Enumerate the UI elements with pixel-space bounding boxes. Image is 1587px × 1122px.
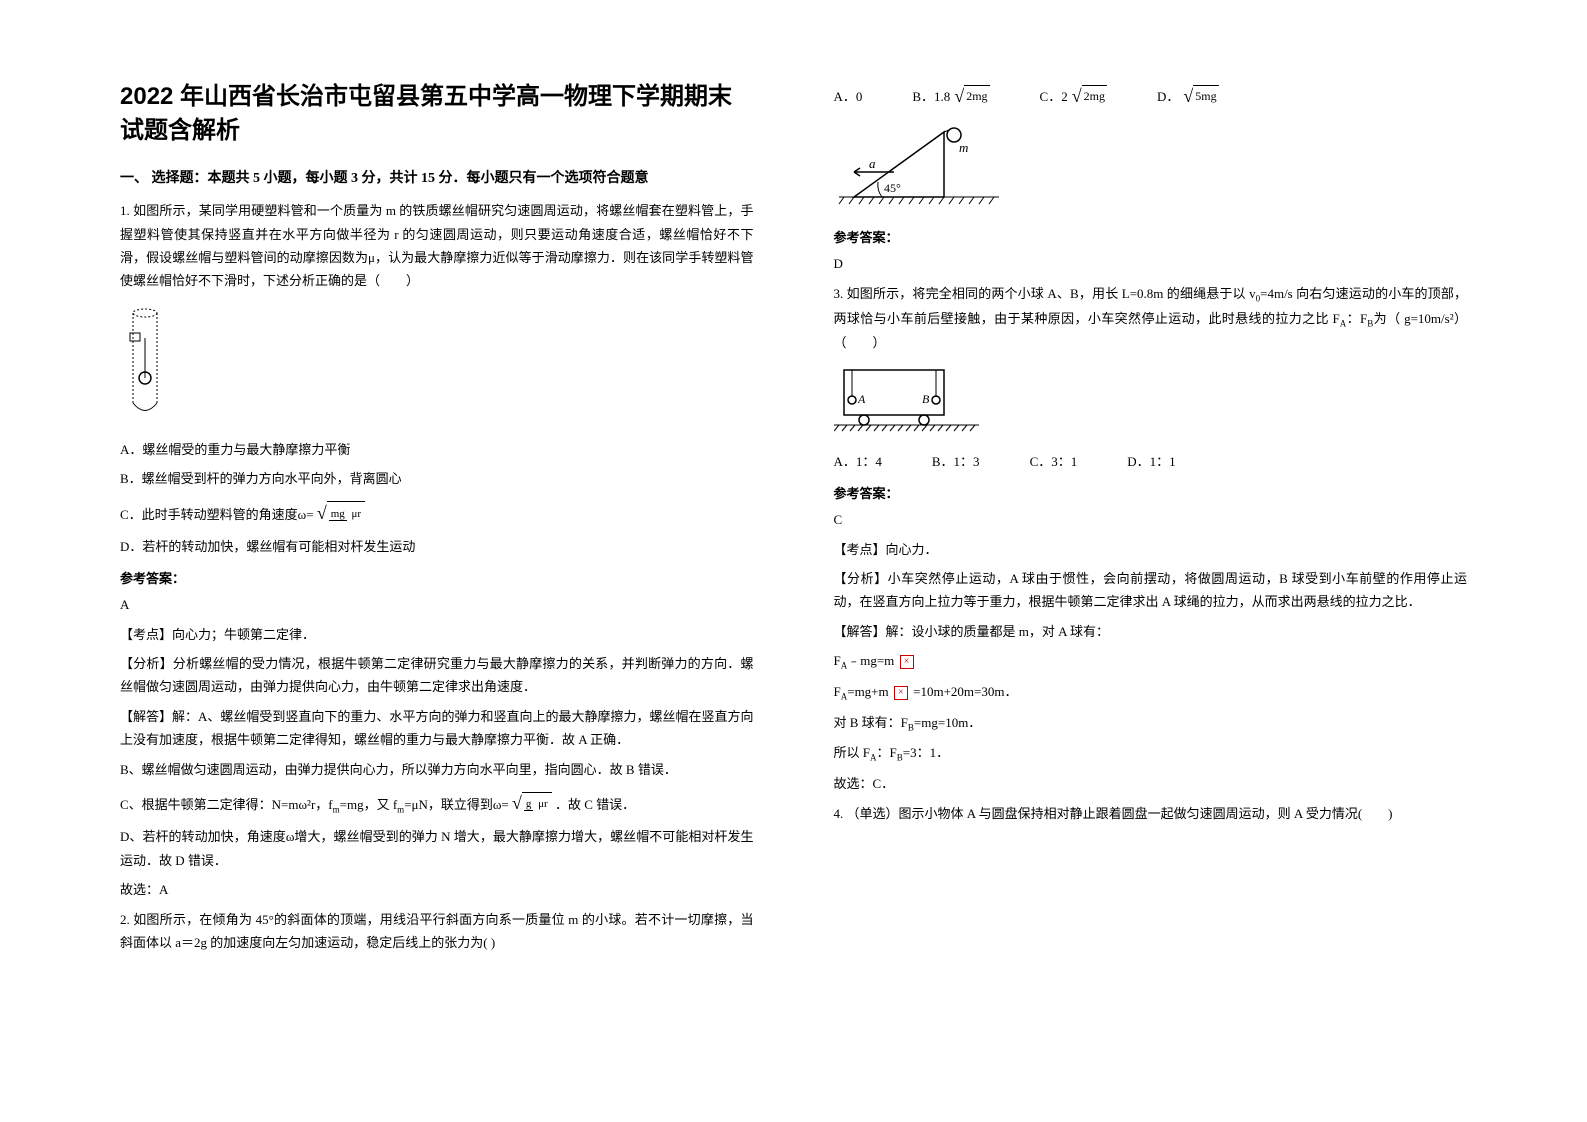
q1-option-c: C．此时手转动塑料管的角速度ω= √ mg μr [120, 497, 754, 529]
missing-image-icon: × [894, 686, 908, 700]
q4-stem: 4. （单选）图示小物体 A 与圆盘保持相对静止跟着圆盘一起做匀速圆周运动，则 … [834, 802, 1468, 825]
q1-option-b: B．螺丝帽受到杆的弹力方向水平向外，背离圆心 [120, 467, 754, 490]
q2-answer-letter: D [834, 252, 1468, 275]
q3-option-a: A．1：4 [834, 450, 882, 473]
sqrt-g-mur: √ g μr [512, 787, 552, 819]
q3-eq2: FA=mg+m × =10m+20m=30m． [834, 680, 1468, 705]
q1-solve-d: D、若杆的转动加快，角速度ω增大，螺丝帽受到的弹力 N 增大，最大静摩擦力增大，… [120, 825, 754, 872]
q2-options: A．0 B．1.8 √2mg C．2 √2mg D． √5mg [834, 80, 1468, 112]
q3-analysis: 【分析】小车突然停止运动，A 球由于惯性，会向前摆动，将做圆周运动，B 球受到小… [834, 567, 1468, 614]
q1-option-d: D．若杆的转动加快，螺丝帽有可能相对杆发生运动 [120, 535, 754, 558]
section-1-title: 一、 选择题：本题共 5 小题，每小题 3 分，共计 15 分．每小题只有一个选… [120, 167, 754, 187]
sqrt-mg-mur: √ mg μr [317, 497, 365, 529]
document-title: 2022 年山西省长治市屯留县第五中学高一物理下学期期末试题含解析 [120, 80, 754, 147]
q1-option-c-prefix: C．此时手转动塑料管的角速度ω= [120, 507, 314, 522]
q2-option-b: B．1.8 √2mg [912, 80, 989, 112]
q1-topic: 【考点】向心力；牛顿第二定律． [120, 623, 754, 646]
q2-option-d: D． √5mg [1157, 80, 1219, 112]
q2-fig-angle-label: 45° [884, 181, 901, 195]
missing-image-icon: × [900, 655, 914, 669]
q1-solve-a: 【解答】解：A、螺丝帽受到竖直向下的重力、水平方向的弹力和竖直向上的最大静摩擦力… [120, 705, 754, 752]
q3-solve-intro: 【解答】解：设小球的质量都是 m，对 A 球有： [834, 620, 1468, 643]
q3-eq3: 对 B 球有：FB=mg=10m． [834, 711, 1468, 736]
q2-fig-a-label: a [869, 156, 876, 171]
q2-option-c: C．2 √2mg [1040, 80, 1107, 112]
q1-answer-label: 参考答案： [120, 568, 754, 587]
q1-answer-letter: A [120, 593, 754, 616]
q3-eq1: FA﹣mg=m × [834, 649, 1468, 674]
q3-figure: A B [834, 365, 1468, 440]
q2-stem: 2. 如图所示，在倾角为 45°的斜面体的顶端，用线沿平行斜面方向系一质量位 m… [120, 908, 754, 955]
q2-fig-m-label: m [959, 140, 968, 155]
q1-conclusion: 故选：A [120, 878, 754, 901]
q3-stem: 3. 如图所示，将完全相同的两个小球 A、B，用长 L=0.8m 的细绳悬于以 … [834, 282, 1468, 355]
q3-options: A．1：4 B．1：3 C．3：1 D．1：1 [834, 450, 1468, 473]
q2-answer-label: 参考答案： [834, 227, 1468, 246]
q1-solve-b: B、螺丝帽做匀速圆周运动，由弹力提供向心力，所以弹力方向水平向里，指向圆心．故 … [120, 758, 754, 781]
q3-topic: 【考点】向心力． [834, 538, 1468, 561]
q1-solve-c: C、根据牛顿第二定律得：N=mω²r，fm=mg，又 fm=μN，联立得到ω= … [120, 787, 754, 819]
q1-analysis: 【分析】分析螺丝帽的受力情况，根据牛顿第二定律研究重力与最大静摩擦力的关系，并判… [120, 652, 754, 699]
q3-conclusion: 故选：C． [834, 772, 1468, 795]
q3-option-b: B．1：3 [932, 450, 980, 473]
q3-fig-a-label: A [857, 392, 866, 406]
left-column: 2022 年山西省长治市屯留县第五中学高一物理下学期期末试题含解析 一、 选择题… [100, 80, 794, 1082]
q2-figure: a m 45° [834, 122, 1468, 217]
q3-option-d: D．1：1 [1127, 450, 1175, 473]
q3-answer-letter: C [834, 508, 1468, 531]
right-column: A．0 B．1.8 √2mg C．2 √2mg D． √5mg a m 45° [794, 80, 1488, 1082]
q3-option-c: C．3：1 [1030, 450, 1078, 473]
q1-figure [120, 303, 754, 428]
q2-option-a: A．0 [834, 80, 863, 112]
q3-eq4: 所以 FA：FB=3：1． [834, 741, 1468, 766]
q1-option-a: A．螺丝帽受的重力与最大静摩擦力平衡 [120, 438, 754, 461]
q1-stem: 1. 如图所示，某同学用硬塑料管和一个质量为 m 的铁质螺丝帽研究匀速圆周运动，… [120, 199, 754, 293]
q3-answer-label: 参考答案： [834, 483, 1468, 502]
q3-fig-b-label: B [922, 392, 930, 406]
